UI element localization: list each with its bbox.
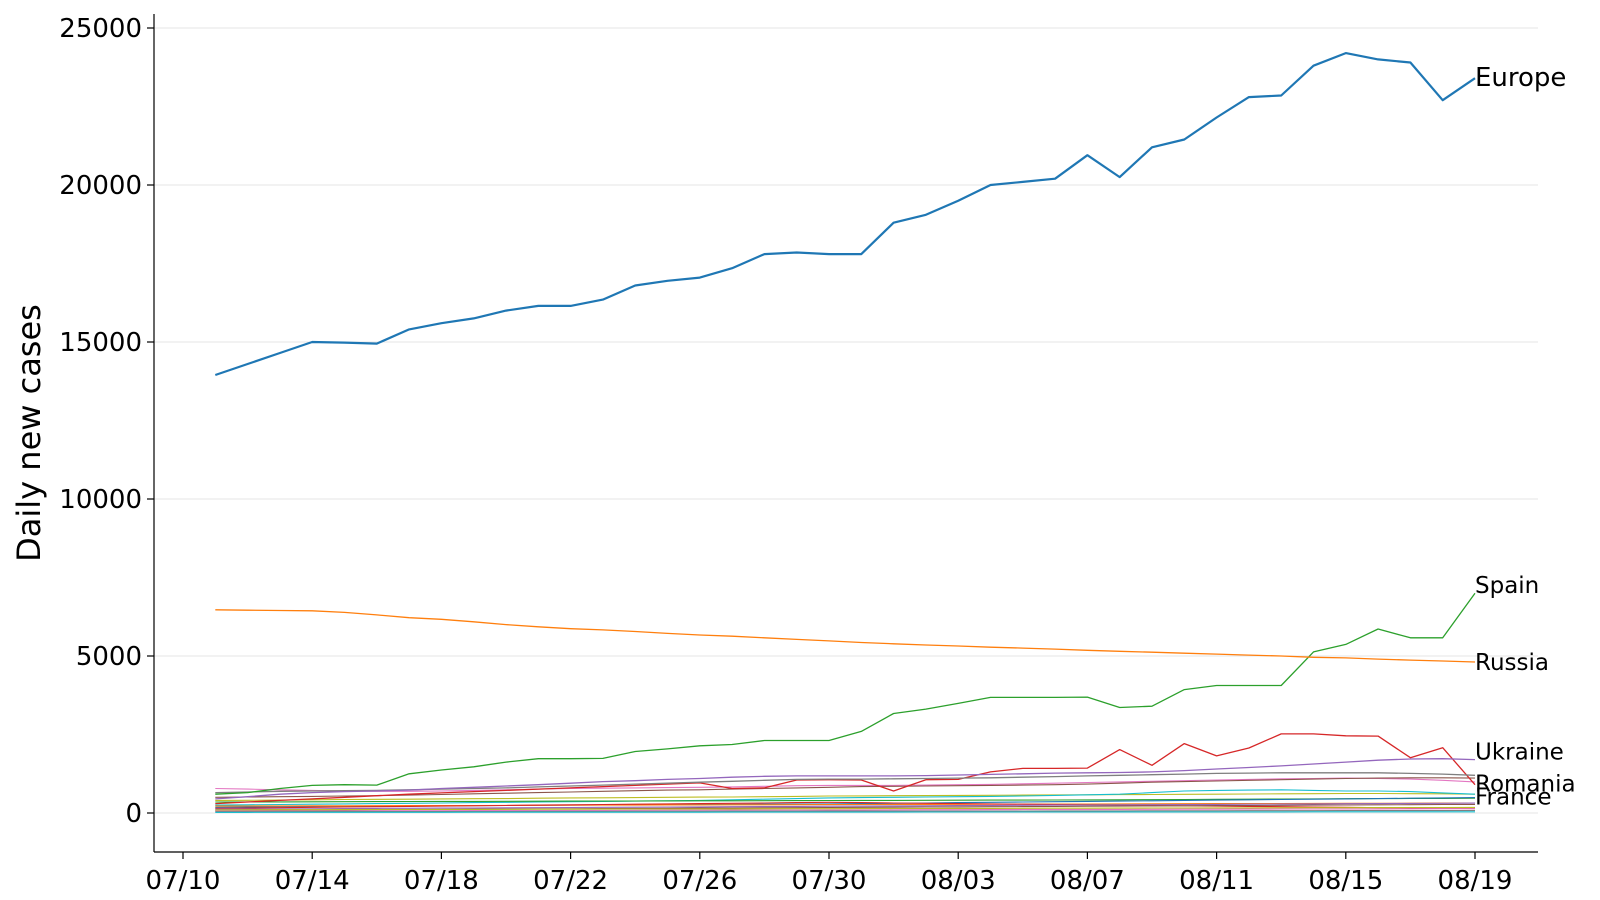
series-line-france [215,733,1476,805]
y-tick-label: 20000 [59,171,142,201]
series-line [215,789,1476,806]
x-tick-label: 07/18 [404,866,479,896]
series-line-ukraine [215,758,1476,800]
x-tick-label: 08/07 [1050,866,1125,896]
x-tick-label: 07/26 [662,866,737,896]
series-lines [214,51,1476,813]
series-line [215,811,1475,813]
y-axis-title: Daily new cases [10,304,48,562]
series-line [215,802,1476,810]
series-line [215,792,1476,801]
x-tick-label: 07/22 [533,866,608,896]
x-tick-label: 08/19 [1438,866,1513,896]
series-label-romania: Romania [1475,771,1576,797]
x-tick-label: 07/30 [792,866,867,896]
series-line [215,802,1476,807]
series-line-spain [215,592,1476,795]
y-tick-label: 10000 [59,485,142,515]
y-ticks: 0 5000 10000 15000 20000 25000 [59,14,154,829]
series-line [215,777,1476,792]
x-tick-label: 08/11 [1179,866,1254,896]
x-tick-label: 07/14 [275,866,350,896]
series-line [215,801,1476,810]
series-label-france: France [1475,785,1551,811]
gridlines [154,27,1538,814]
series-line [215,806,1476,811]
x-tick-label: 07/10 [146,866,221,896]
series-label-ukraine: Ukraine [1475,740,1564,766]
series-label-spain: Spain [1475,573,1539,599]
x-tick-label: 08/03 [921,866,996,896]
series-line-russia [215,609,1476,663]
axes [153,14,1538,853]
series-line [215,808,1475,812]
y-tick-label: 15000 [59,328,142,358]
series-line [215,777,1476,798]
y-tick-label: 25000 [59,14,142,44]
x-tick-label: 08/15 [1308,866,1383,896]
y-tick-label: 0 [125,799,142,829]
series-line [215,809,1476,813]
series-label-europe: Europe [1475,63,1566,93]
series-label-russia: Russia [1475,650,1549,676]
x-ticks: 07/10 07/14 07/18 07/22 07/26 07/30 08/03 08/07… [146,852,1513,896]
y-tick-label: 5000 [76,642,142,672]
series-line-europe [214,51,1476,377]
